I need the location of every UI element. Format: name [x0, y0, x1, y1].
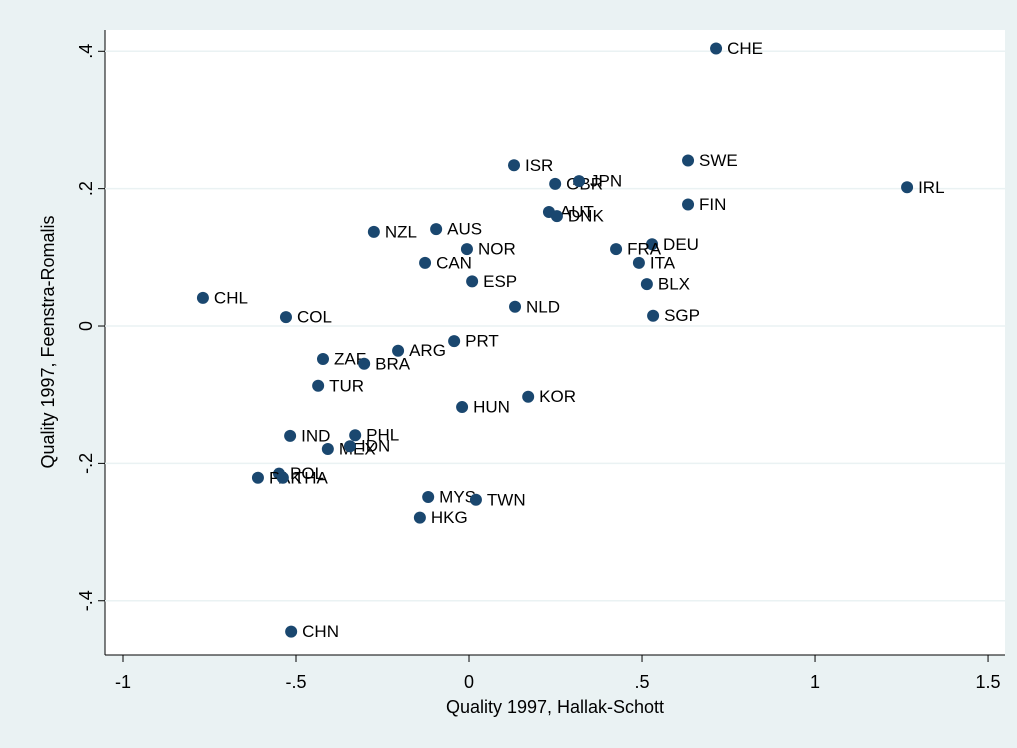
point [550, 210, 563, 223]
x-axis-title: Quality 1997, Hallak-Schott [446, 697, 664, 717]
point [285, 625, 298, 638]
point-label: ISR [525, 156, 553, 175]
point [448, 335, 461, 348]
x-tick-label: .5 [635, 672, 650, 692]
point [392, 344, 405, 357]
point-label: CHE [727, 39, 763, 58]
point [276, 471, 289, 484]
point-label: HUN [473, 398, 510, 417]
point-label: CAN [436, 253, 472, 272]
point-label: ARG [409, 341, 446, 360]
point [422, 491, 435, 504]
point-label: MYS [439, 488, 476, 507]
point [430, 223, 443, 236]
point [640, 278, 653, 291]
point-label: PHL [366, 426, 399, 445]
point [610, 243, 623, 256]
point-label: CHN [302, 622, 339, 641]
point [549, 177, 562, 190]
point [367, 225, 380, 238]
point-label: KOR [539, 387, 576, 406]
point [343, 440, 356, 453]
point-label: NLD [526, 297, 560, 316]
y-tick-label: -.4 [76, 590, 96, 611]
point [316, 352, 329, 365]
point-label: DNK [568, 207, 605, 226]
point [460, 243, 473, 256]
point [573, 175, 586, 188]
point [522, 390, 535, 403]
point-label: BRA [375, 354, 411, 373]
point [456, 401, 469, 414]
point [312, 379, 325, 392]
point [196, 291, 209, 304]
point-label: IRL [918, 178, 944, 197]
point-label: SGP [664, 306, 700, 325]
x-tick-label: 1.5 [976, 672, 1001, 692]
point-label: ESP [483, 272, 517, 291]
y-tick-label: .4 [76, 44, 96, 59]
point [469, 493, 482, 506]
point [349, 429, 362, 442]
point-label: IDN [361, 437, 390, 456]
point [251, 471, 264, 484]
x-tick-label: -1 [115, 672, 131, 692]
point-label: COL [297, 308, 332, 327]
point [413, 511, 426, 524]
point-label: AUS [447, 220, 482, 239]
point [279, 311, 292, 324]
point [710, 42, 723, 55]
point [632, 256, 645, 269]
point-label: FIN [699, 195, 726, 214]
point [682, 198, 695, 211]
x-tick-label: -.5 [285, 672, 306, 692]
point-label: THA [294, 468, 329, 487]
point [419, 256, 432, 269]
x-tick-label: 1 [810, 672, 820, 692]
point-label: PRT [465, 332, 499, 351]
point [284, 429, 297, 442]
point-label: DEU [663, 235, 699, 254]
plot-area [105, 30, 1005, 655]
y-tick-label: -.2 [76, 453, 96, 474]
point-label: SWE [699, 151, 738, 170]
point-label: TUR [329, 376, 364, 395]
point-label: ZAF [334, 349, 366, 368]
point [509, 300, 522, 313]
point [466, 275, 479, 288]
point [321, 442, 334, 455]
y-tick-label: 0 [76, 321, 96, 331]
point-label: CHL [214, 288, 248, 307]
point [647, 309, 660, 322]
point-label: BLX [658, 275, 690, 294]
point-label: NZL [385, 222, 417, 241]
point [646, 238, 659, 251]
point [901, 181, 914, 194]
point-label: ITA [650, 253, 676, 272]
point-label: AUT [560, 202, 594, 221]
point-label: HKG [431, 508, 468, 527]
y-axis-title: Quality 1997, Feenstra-Romalis [38, 215, 58, 468]
y-tick-label: .2 [76, 181, 96, 196]
point-label: IND [301, 426, 330, 445]
x-tick-label: 0 [464, 672, 474, 692]
point [682, 154, 695, 167]
point-label: JPN [590, 172, 622, 191]
point-label: FRA [627, 240, 662, 259]
point [507, 159, 520, 172]
point-label: TWN [487, 490, 526, 509]
point-label: NOR [478, 240, 516, 259]
point-label: POL [290, 464, 324, 483]
point [358, 357, 371, 370]
